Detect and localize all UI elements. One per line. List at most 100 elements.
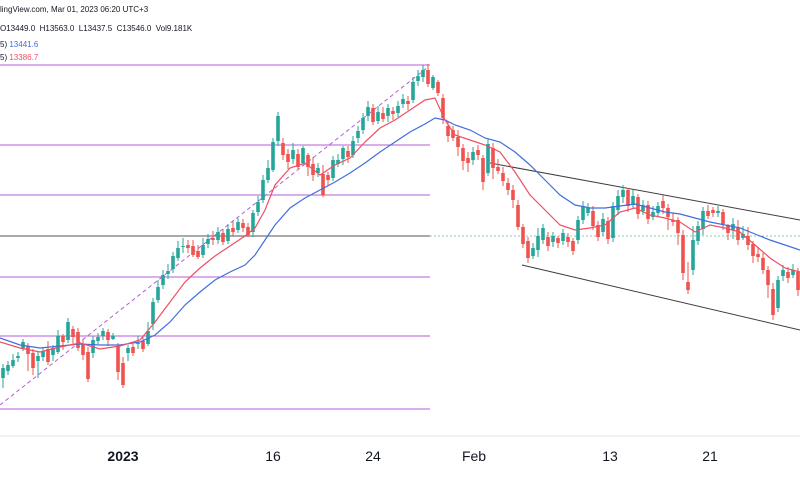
candle-body-139 xyxy=(696,226,700,241)
candle-body-42 xyxy=(211,238,215,240)
ma-red-legend[interactable]: 5) 13386.7 xyxy=(0,53,38,62)
candle-body-126 xyxy=(631,196,635,205)
candle-body-93 xyxy=(466,158,470,163)
x-tick-label-0: 2023 xyxy=(107,448,138,464)
candle-body-99 xyxy=(496,167,500,171)
ohlc-low-value: 13437.5 xyxy=(83,24,113,33)
candle-body-81 xyxy=(406,101,410,104)
candle-body-142 xyxy=(711,210,715,213)
candle-body-131 xyxy=(656,206,660,213)
candle-body-66 xyxy=(331,160,335,178)
candle-body-26 xyxy=(131,347,135,353)
ohlc-high-label: H xyxy=(37,24,46,33)
candle-body-159 xyxy=(796,272,800,290)
candle-body-106 xyxy=(531,248,535,256)
candle-body-41 xyxy=(206,239,210,244)
candle-body-56 xyxy=(281,143,285,155)
candle-body-111 xyxy=(556,238,560,243)
candle-body-96 xyxy=(481,158,485,182)
candle-body-102 xyxy=(511,190,515,200)
candle-body-40 xyxy=(201,245,205,255)
candle-body-45 xyxy=(226,229,230,241)
candle-body-69 xyxy=(346,151,350,157)
candle-body-90 xyxy=(451,130,455,138)
candle-body-127 xyxy=(636,197,640,214)
candle-body-63 xyxy=(316,168,320,173)
candle-body-138 xyxy=(691,240,695,270)
candle-body-68 xyxy=(341,148,345,159)
candle-body-48 xyxy=(241,223,245,228)
candle-body-79 xyxy=(396,106,400,113)
candle-body-121 xyxy=(606,221,610,239)
candle-body-34 xyxy=(171,256,175,269)
candle-body-29 xyxy=(146,331,150,344)
candle-body-46 xyxy=(231,228,235,232)
candle-body-125 xyxy=(626,190,630,206)
candle-body-117 xyxy=(586,208,590,213)
candle-body-64 xyxy=(321,174,325,195)
candle-body-9 xyxy=(46,349,50,362)
candle-body-19 xyxy=(96,337,100,341)
candle-body-3 xyxy=(16,356,20,358)
candle-body-152 xyxy=(761,258,765,270)
candle-body-116 xyxy=(581,206,585,220)
candle-body-94 xyxy=(471,152,475,160)
ma-red-label: 5) xyxy=(0,53,8,62)
candle-body-10 xyxy=(51,348,55,355)
candle-body-33 xyxy=(166,271,170,274)
candle-body-72 xyxy=(361,118,365,130)
candle-body-20 xyxy=(101,331,105,336)
candle-body-147 xyxy=(736,228,740,240)
ohlc-close-label: C xyxy=(114,24,123,33)
candle-body-67 xyxy=(336,160,340,164)
candle-body-52 xyxy=(261,180,265,200)
channel-lower-line xyxy=(521,264,800,331)
candle-body-157 xyxy=(786,272,790,278)
candle-body-30 xyxy=(151,302,155,324)
candle-body-132 xyxy=(661,201,665,208)
ma-blue-line xyxy=(0,117,800,349)
candle-body-11 xyxy=(56,336,60,352)
candle-body-27 xyxy=(136,343,140,344)
candle-body-13 xyxy=(66,322,70,340)
candle-body-95 xyxy=(476,150,480,155)
ma-blue-legend[interactable]: 5) 13441.6 xyxy=(0,40,38,49)
candle-body-35 xyxy=(176,248,180,258)
candle-body-49 xyxy=(246,227,250,235)
candle-body-91 xyxy=(456,137,460,147)
candle-body-108 xyxy=(541,228,545,240)
candle-body-143 xyxy=(716,211,720,213)
ma-blue-label: 5) xyxy=(0,40,8,49)
candle-body-114 xyxy=(571,241,575,251)
candle-body-136 xyxy=(681,235,685,273)
candle-body-105 xyxy=(526,241,530,258)
candle-body-100 xyxy=(501,173,505,181)
candle-body-80 xyxy=(401,99,405,104)
candle-body-82 xyxy=(411,82,415,100)
candle-body-112 xyxy=(561,233,565,241)
candle-body-137 xyxy=(686,282,690,290)
candle-body-88 xyxy=(441,98,445,118)
candle-body-89 xyxy=(446,126,450,136)
ohlc-vol-label: Vol xyxy=(153,24,167,33)
candle-body-16 xyxy=(81,344,85,355)
candle-body-47 xyxy=(236,222,240,230)
candle-body-85 xyxy=(426,70,430,84)
candle-body-98 xyxy=(491,148,495,168)
candle-body-6 xyxy=(31,353,35,368)
candle-body-21 xyxy=(106,332,110,340)
candle-body-14 xyxy=(71,329,75,337)
candle-body-57 xyxy=(286,154,290,162)
candle-body-23 xyxy=(116,346,120,372)
header-title: lingView.com, Mar 01, 2023 06:20 UTC+3 xyxy=(0,5,149,14)
candle-body-149 xyxy=(746,236,750,245)
candle-body-135 xyxy=(676,220,680,233)
candle-body-103 xyxy=(516,205,520,227)
candle-body-148 xyxy=(741,234,745,238)
candle-body-84 xyxy=(421,70,425,77)
candle-body-73 xyxy=(366,107,370,116)
candle-body-15 xyxy=(76,332,80,348)
candle-body-129 xyxy=(646,205,650,219)
